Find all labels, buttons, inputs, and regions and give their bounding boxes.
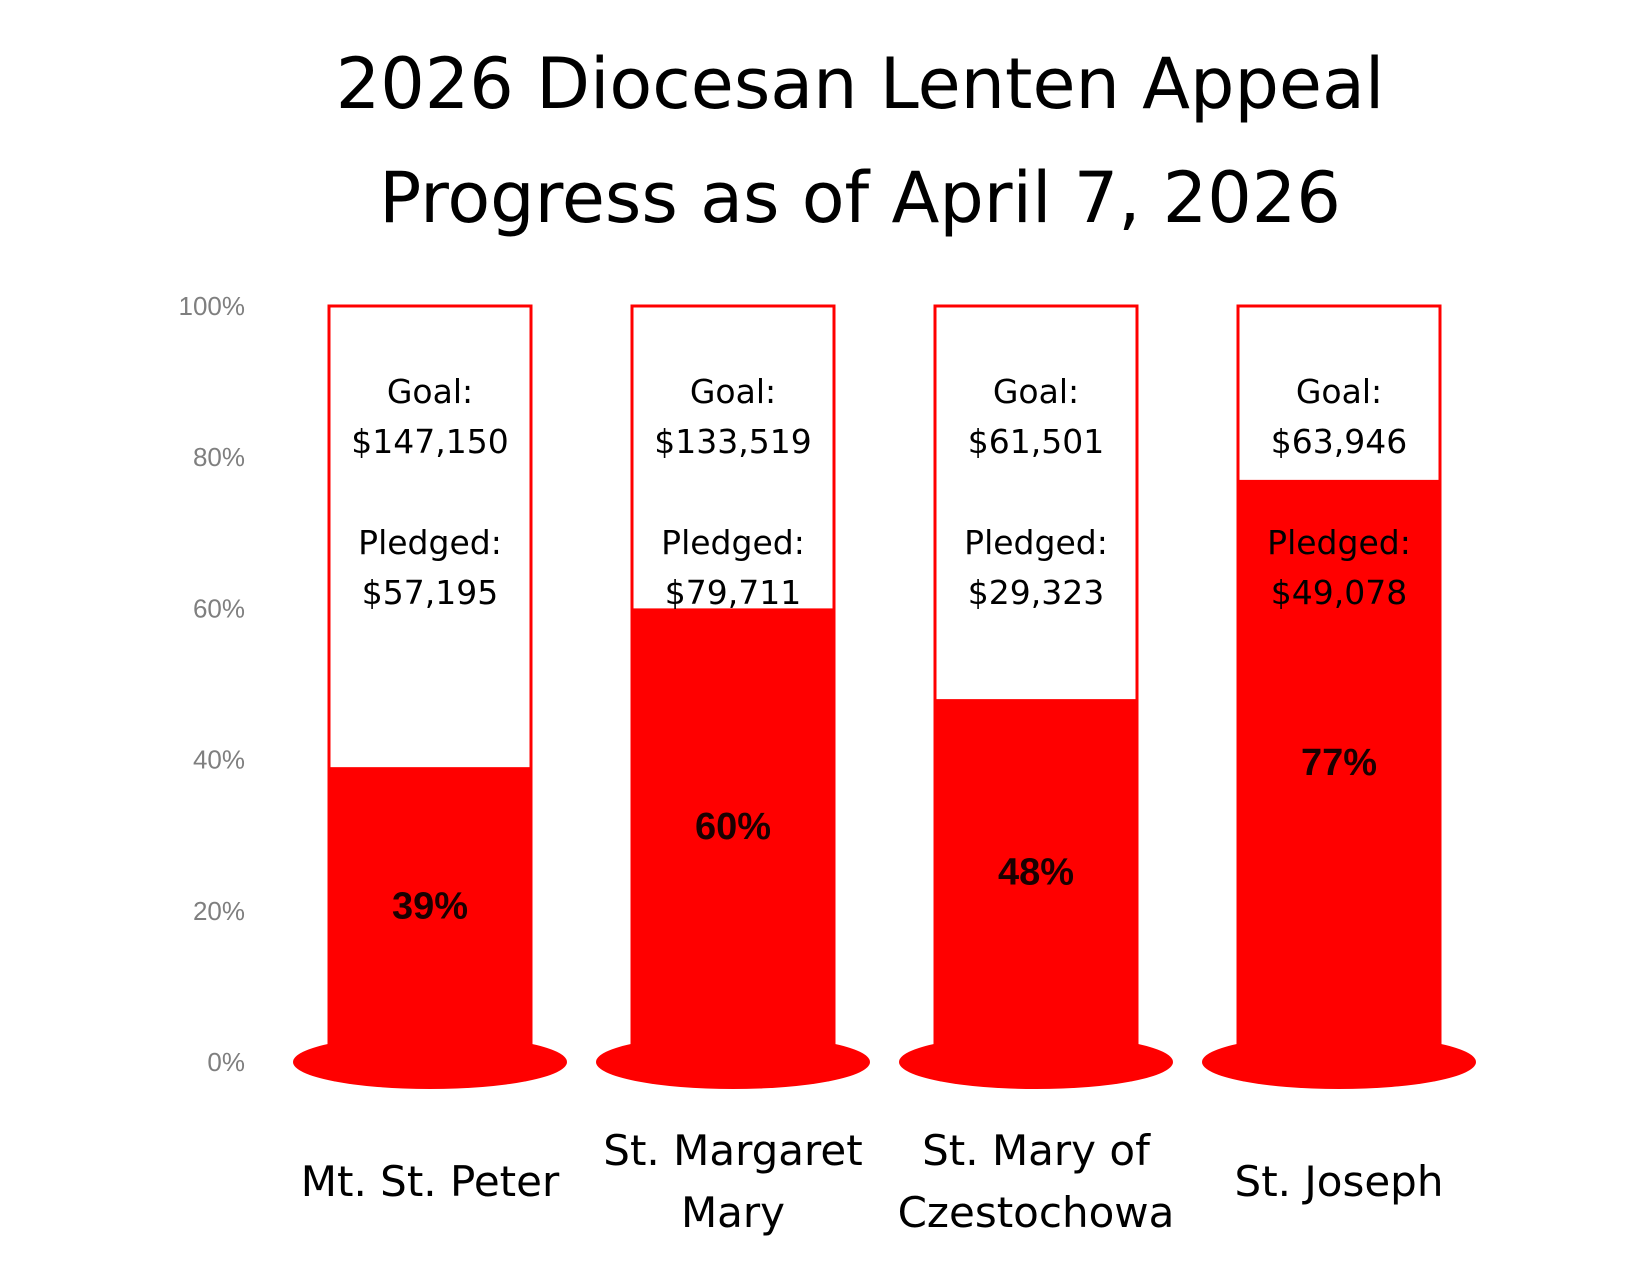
category-label: St. Joseph bbox=[1235, 1157, 1444, 1206]
bar-fill bbox=[630, 608, 836, 1062]
bar-fill bbox=[327, 767, 533, 1062]
y-tick-label: 60% bbox=[193, 593, 245, 623]
thermometer-bar: Goal: $147,150 Pledged: $57,195 39% Mt. St. P… bbox=[293, 304, 567, 1206]
y-tick-label: 20% bbox=[193, 896, 245, 926]
goal-label: Goal: bbox=[1296, 372, 1382, 411]
category-label: Mt. St. Peter bbox=[301, 1157, 560, 1206]
pledged-amount: $57,195 bbox=[362, 573, 498, 612]
bar-fill bbox=[1236, 479, 1442, 1062]
bar-fill bbox=[933, 699, 1139, 1062]
pledged-label: Pledged: bbox=[661, 523, 805, 562]
pledged-amount: $49,078 bbox=[1271, 573, 1407, 612]
thermometer-bar: Goal: $133,519 Pledged: $79,711 60% St. Marga… bbox=[596, 304, 870, 1237]
y-tick-label: 40% bbox=[193, 745, 245, 775]
goal-label: Goal: bbox=[690, 372, 776, 411]
chart-title: 2026 Diocesan Lenten Appeal Progress as o… bbox=[336, 43, 1385, 239]
thermometer-bar: Goal: $61,501 Pledged: $29,323 48% St. Mary o… bbox=[898, 304, 1175, 1237]
pledged-label: Pledged: bbox=[1267, 523, 1411, 562]
y-tick-label: 100% bbox=[179, 291, 246, 321]
pledged-label: Pledged: bbox=[358, 523, 502, 562]
category-label: St. Mary of bbox=[922, 1126, 1151, 1175]
category-label: St. Margaret bbox=[603, 1126, 862, 1175]
pledged-amount: $79,711 bbox=[665, 573, 801, 612]
chart-title-line-1: 2026 Diocesan Lenten Appeal bbox=[336, 43, 1385, 125]
y-axis: 0% 20% 40% 60% 80% 100% bbox=[179, 291, 246, 1077]
category-label: Mary bbox=[681, 1188, 785, 1237]
goal-amount: $63,946 bbox=[1271, 422, 1407, 461]
y-tick-label: 80% bbox=[193, 442, 245, 472]
goal-amount: $133,519 bbox=[654, 422, 811, 461]
goal-label: Goal: bbox=[387, 372, 473, 411]
pledged-amount: $29,323 bbox=[968, 573, 1104, 612]
pledged-label: Pledged: bbox=[964, 523, 1108, 562]
y-tick-label: 0% bbox=[207, 1047, 245, 1077]
chart-title-line-2: Progress as of April 7, 2026 bbox=[379, 157, 1341, 239]
thermometer-bar: Goal: $63,946 Pledged: $49,078 77% St. Joseph bbox=[1202, 304, 1476, 1206]
goal-label: Goal: bbox=[993, 372, 1079, 411]
bar-value-label: 39% bbox=[392, 886, 468, 928]
bar-value-label: 48% bbox=[998, 852, 1074, 894]
goal-amount: $147,150 bbox=[351, 422, 508, 461]
bar-value-label: 60% bbox=[695, 806, 771, 848]
bars: Goal: $147,150 Pledged: $57,195 39% Mt. St. P… bbox=[293, 304, 1476, 1237]
bar-value-label: 77% bbox=[1301, 742, 1377, 784]
category-label: Czestochowa bbox=[898, 1188, 1175, 1237]
goal-amount: $61,501 bbox=[968, 422, 1104, 461]
